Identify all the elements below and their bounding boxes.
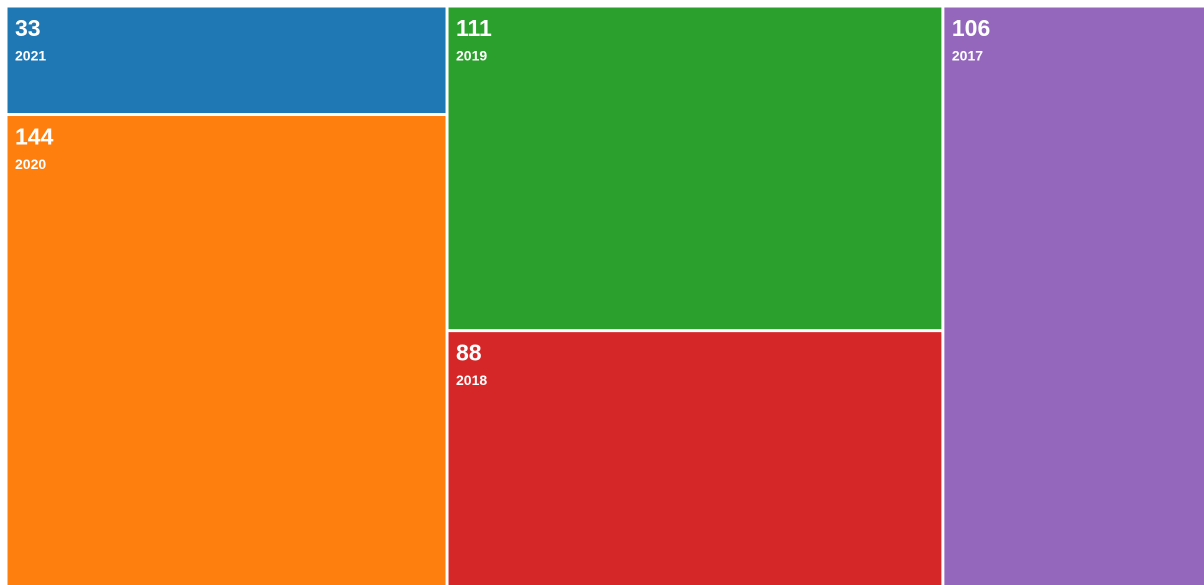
tile (944, 7, 1204, 585)
tile-label: 2018 (456, 372, 487, 388)
tile (448, 332, 942, 585)
tile (7, 7, 446, 114)
tile-value: 88 (456, 339, 482, 365)
tile-label: 2020 (15, 156, 46, 172)
tile-value: 106 (952, 15, 990, 41)
tile-label: 2017 (952, 47, 983, 63)
tile (448, 7, 942, 330)
tile-value: 33 (15, 15, 41, 41)
tile-value: 144 (15, 123, 54, 149)
tile-label: 2021 (15, 47, 46, 63)
tile-label: 2019 (456, 47, 487, 63)
tile-value: 111 (456, 15, 492, 41)
tile (7, 116, 446, 585)
